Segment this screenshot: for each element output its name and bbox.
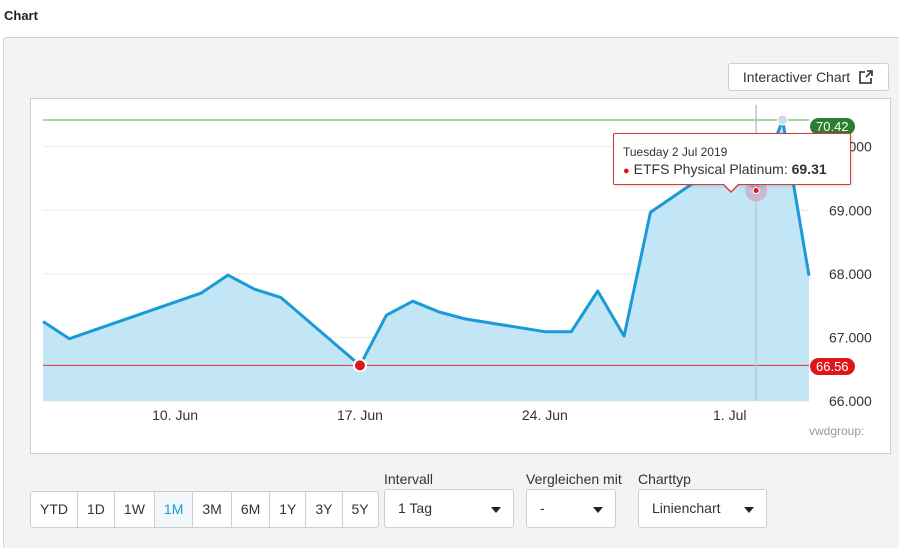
interval-select[interactable]: 1 Tag	[384, 489, 514, 528]
tooltip-value: 69.31	[791, 161, 827, 177]
compare-label: Vergleichen mit	[526, 471, 622, 487]
range-button-1w[interactable]: 1W	[115, 492, 155, 527]
x-tick-label: 17. Jun	[337, 407, 383, 423]
range-button-ytd[interactable]: YTD	[31, 492, 78, 527]
time-range-selector: YTD 1D 1W 1M 3M 6M 1Y 3Y 5Y	[30, 491, 379, 528]
external-link-icon	[858, 69, 874, 85]
range-button-6m[interactable]: 6M	[232, 492, 271, 527]
max-value-badge: 70.42	[810, 118, 855, 135]
range-button-5y[interactable]: 5Y	[351, 501, 369, 517]
min-point-marker	[352, 358, 367, 373]
range-button-1d[interactable]: 1D	[78, 492, 115, 527]
y-tick-label: 66.000	[829, 393, 872, 409]
y-tick-label: 67.000	[829, 329, 872, 345]
compare-select[interactable]: -	[526, 489, 616, 528]
range-button-1y[interactable]: 1Y	[270, 492, 307, 527]
x-tick-label: 1. Jul	[713, 407, 746, 423]
charttype-select[interactable]: Linienchart	[638, 489, 767, 528]
chevron-down-icon	[744, 507, 754, 513]
chart-tooltip: Tuesday 2 Jul 2019 ● ETFS Physical Platin…	[613, 133, 851, 193]
provider-watermark: vwdgroup:	[809, 424, 865, 438]
range-button-1m[interactable]: 1M	[154, 492, 194, 527]
compare-value: -	[540, 500, 545, 516]
interactive-chart-button[interactable]: Interactiver Chart	[728, 63, 889, 91]
price-area-fill	[43, 120, 809, 401]
y-tick-label: 68.000	[829, 266, 872, 282]
chevron-down-icon	[593, 507, 603, 513]
interval-value: 1 Tag	[398, 500, 432, 516]
range-button-3m[interactable]: 3M	[193, 492, 232, 527]
chevron-down-icon	[491, 507, 501, 513]
y-tick-label: 69.000	[829, 202, 872, 218]
tooltip-date: Tuesday 2 Jul 2019	[623, 145, 728, 159]
x-tick-label: 24. Jun	[522, 407, 568, 423]
hover-point-marker	[752, 187, 760, 195]
range-button-3y[interactable]: 3Y	[306, 492, 343, 527]
tooltip-series-name: ETFS Physical Platinum:	[633, 161, 788, 177]
charttype-label: Charttyp	[638, 471, 691, 487]
section-title: Chart	[4, 8, 38, 23]
interval-label: Intervall	[384, 471, 434, 487]
x-tick-label: 10. Jun	[152, 407, 198, 423]
interactive-chart-label: Interactiver Chart	[742, 69, 851, 85]
tooltip-pointer	[722, 183, 740, 193]
series-dot-icon: ●	[623, 165, 630, 177]
charttype-value: Linienchart	[652, 500, 721, 516]
max-point-marker	[777, 114, 789, 126]
min-value-badge: 66.56	[810, 358, 855, 375]
